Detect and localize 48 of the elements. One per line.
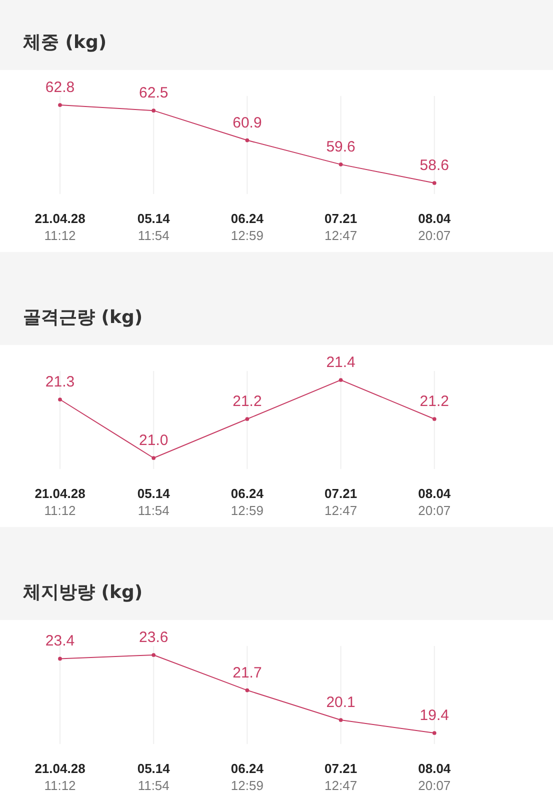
category-label: 07.21 12:47 — [324, 486, 358, 518]
data-label: 23.4 — [45, 632, 75, 650]
data-label: 62.8 — [45, 79, 75, 96]
point — [338, 718, 343, 722]
point — [245, 688, 250, 692]
chart-title: 골격근량 (kg) — [23, 307, 143, 328]
point — [58, 103, 62, 107]
point — [58, 656, 62, 661]
data-label: 23.6 — [139, 629, 168, 646]
category-label: 06.24 12:59 — [230, 761, 264, 793]
chart-title: 체지방량 (kg) — [23, 582, 143, 603]
point — [245, 417, 250, 421]
category-label: 05.14 11:54 — [137, 211, 170, 243]
point — [58, 398, 62, 402]
data-label: 60.9 — [232, 114, 262, 132]
chart-title: 체중 (kg) — [23, 32, 107, 53]
data-label: 21.2 — [420, 393, 449, 410]
data-label: 58.6 — [420, 157, 449, 174]
point — [432, 731, 436, 735]
point — [152, 108, 156, 113]
category-label: 21.04.28 11:12 — [34, 486, 86, 518]
data-label: 20.1 — [326, 694, 356, 711]
category-label: 08.04 20:07 — [418, 486, 451, 518]
category-label: 05.14 11:54 — [137, 486, 170, 518]
category-label: 06.24 12:59 — [230, 486, 264, 518]
data-label: 59.6 — [326, 138, 356, 156]
category-label: 21.04.28 11:12 — [34, 211, 86, 243]
data-label: 21.0 — [139, 432, 168, 449]
category-label: 07.21 12:47 — [324, 761, 358, 793]
category-label: 06.24 12:59 — [230, 211, 264, 243]
point — [152, 653, 156, 657]
data-label: 21.7 — [232, 664, 262, 682]
data-label: 19.4 — [420, 707, 449, 724]
category-label: 07.21 12:47 — [324, 211, 358, 243]
category-label: 08.04 20:07 — [418, 211, 451, 243]
point — [245, 138, 250, 142]
category-label: 05.14 11:54 — [137, 761, 170, 793]
data-label: 21.2 — [232, 393, 262, 410]
data-label: 21.3 — [45, 374, 75, 390]
point — [432, 181, 436, 185]
point — [432, 417, 436, 421]
point — [152, 456, 156, 460]
data-label: 62.5 — [139, 84, 168, 102]
category-label: 21.04.28 11:12 — [34, 761, 86, 793]
data-label: 21.4 — [326, 354, 356, 371]
category-label: 08.04 20:07 — [418, 761, 451, 793]
point — [338, 378, 343, 382]
point — [338, 162, 343, 166]
